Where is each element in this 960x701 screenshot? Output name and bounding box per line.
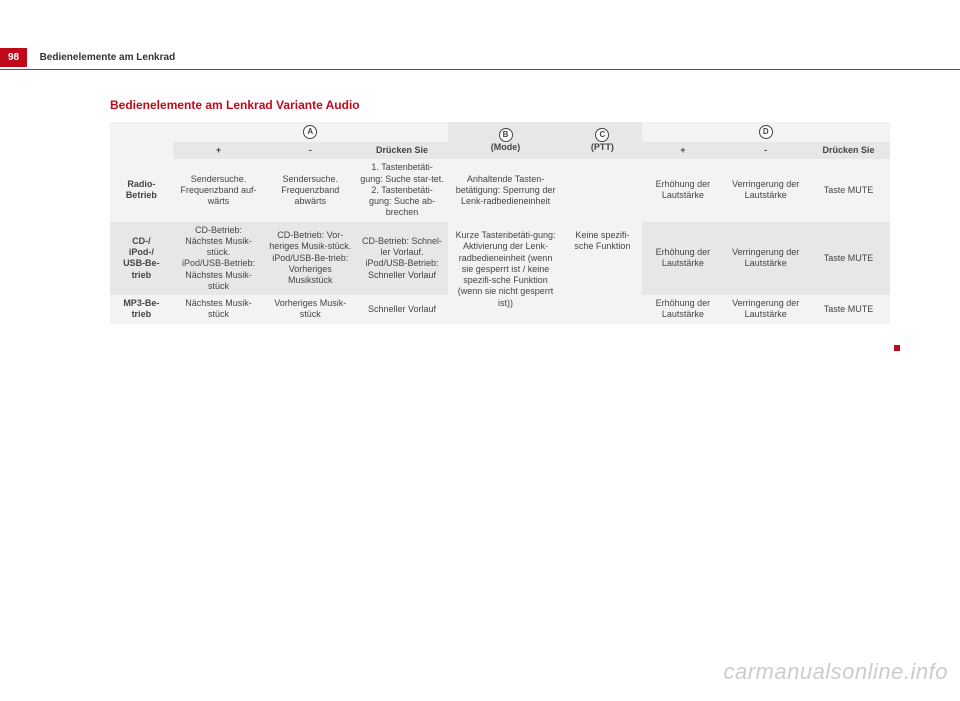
cell: Verringerung der Lautstärke bbox=[724, 295, 807, 324]
hdr-D-press: Drücken Sie bbox=[807, 142, 890, 159]
cell: Sendersuche. Frequenzband auf-wärts bbox=[173, 159, 265, 221]
group-A: A bbox=[173, 122, 448, 142]
cell: Erhöhung der Lautstärke bbox=[642, 159, 725, 221]
function-table: A B (Mode) C (PTT) D + - Drücken Sie + -… bbox=[110, 122, 890, 324]
cell: Vorheriges Musik-stück bbox=[264, 295, 356, 324]
cell: Schneller Vorlauf bbox=[356, 295, 448, 324]
watermark: carmanualsonline.info bbox=[723, 659, 948, 685]
hdr-D-plus: + bbox=[642, 142, 725, 159]
section-end-icon bbox=[894, 345, 900, 351]
circle-icon: D bbox=[759, 125, 773, 139]
group-B-sub: (Mode) bbox=[491, 142, 521, 152]
hdr-A-plus: + bbox=[173, 142, 265, 159]
row-label-cd: CD-/iPod-/USB-Be-trieb bbox=[110, 222, 173, 296]
hdr-A-minus: - bbox=[264, 142, 356, 159]
page-number: 98 bbox=[0, 48, 27, 67]
cell: Sendersuche. Frequenzband abwärts bbox=[264, 159, 356, 221]
row-radio: Radio-Betrieb Sendersuche. Frequenzband … bbox=[110, 159, 890, 221]
cell: Erhöhung der Lautstärke bbox=[642, 295, 725, 324]
row-label-mp3: MP3-Be-trieb bbox=[110, 295, 173, 324]
header-blank bbox=[110, 122, 173, 159]
cell: Erhöhung der Lautstärke bbox=[642, 222, 725, 296]
group-C: C (PTT) bbox=[563, 122, 641, 159]
cell: Nächstes Musik-stück bbox=[173, 295, 265, 324]
header-rule bbox=[0, 69, 960, 70]
hdr-D-minus: - bbox=[724, 142, 807, 159]
cell: Taste MUTE bbox=[807, 295, 890, 324]
cell: Taste MUTE bbox=[807, 159, 890, 221]
cell-C-span: Keine spezifi-sche Funktion bbox=[563, 159, 641, 323]
cell: 1. Tastenbetäti-gung: Suche star-tet.2. … bbox=[356, 159, 448, 221]
hdr-A-press: Drücken Sie bbox=[356, 142, 448, 159]
circle-icon: A bbox=[303, 125, 317, 139]
cell: Verringerung der Lautstärke bbox=[724, 159, 807, 221]
row-label-radio: Radio-Betrieb bbox=[110, 159, 173, 221]
header-row-groups: A B (Mode) C (PTT) D bbox=[110, 122, 890, 142]
group-C-sub: (PTT) bbox=[591, 142, 614, 152]
cell: CD-Betrieb: Schnel-ler Vorlauf.iPod/USB-… bbox=[356, 222, 448, 296]
cell-B-span: Anhaltende Tasten-betätigung: Sperrung d… bbox=[448, 159, 563, 323]
cell: Taste MUTE bbox=[807, 222, 890, 296]
running-title: Bedienelemente am Lenkrad bbox=[40, 52, 176, 63]
group-D: D bbox=[642, 122, 891, 142]
cell: Verringerung der Lautstärke bbox=[724, 222, 807, 296]
circle-icon: B bbox=[499, 128, 513, 142]
group-B: B (Mode) bbox=[448, 122, 563, 159]
circle-icon: C bbox=[595, 128, 609, 142]
cell: CD-Betrieb: Nächstes Musik-stück.iPod/US… bbox=[173, 222, 265, 296]
cell: CD-Betrieb: Vor-heriges Musik-stück.iPod… bbox=[264, 222, 356, 296]
page-header: 98 Bedienelemente am Lenkrad bbox=[0, 48, 960, 70]
section-title: Bedienelemente am Lenkrad Variante Audio bbox=[110, 98, 360, 112]
